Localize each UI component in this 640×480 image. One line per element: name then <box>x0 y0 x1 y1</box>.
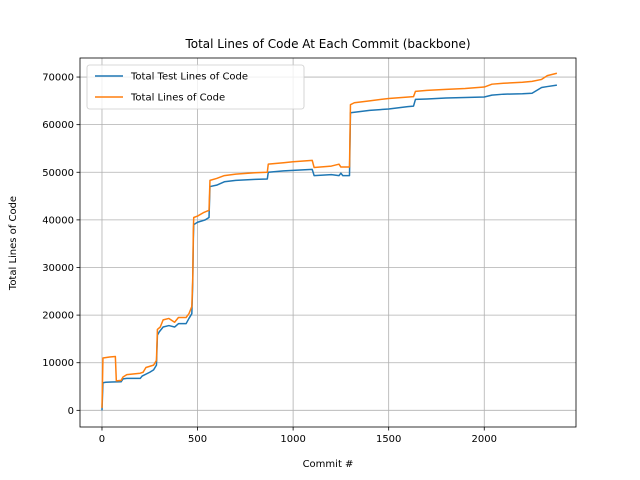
y-tick-label: 50000 <box>42 168 74 179</box>
x-tick-label: 1500 <box>376 434 401 445</box>
y-axis-label: Total Lines of Code <box>8 196 19 291</box>
y-tick-label: 70000 <box>42 73 74 84</box>
y-tick-label: 30000 <box>42 263 74 274</box>
legend-box <box>86 64 305 110</box>
series-line-1 <box>101 84 558 411</box>
legend: Total Test Lines of Code Total Lines of C… <box>86 64 305 110</box>
x-tick-label: 500 <box>188 434 207 445</box>
series-lines <box>101 72 558 411</box>
y-tick-label: 10000 <box>42 358 74 369</box>
x-tick-label: 2000 <box>472 434 497 445</box>
grid <box>80 58 576 427</box>
series-line-2 <box>101 72 558 408</box>
x-axis-label: Commit # <box>303 459 354 470</box>
plot-frame <box>79 57 577 428</box>
x-tick-label: 0 <box>99 434 105 445</box>
axis-ticks: 0 500 1000 1500 2000010000200003000040000500… <box>42 73 497 445</box>
x-tick-label: 1000 <box>280 434 305 445</box>
legend-label-1: Total Test Lines of Code <box>130 72 248 83</box>
y-tick-label: 0 <box>68 406 74 417</box>
legend-label-2: Total Lines of Code <box>130 93 225 104</box>
y-tick-label: 40000 <box>42 215 74 226</box>
y-tick-label: 60000 <box>42 120 74 131</box>
chart-title: Total Lines of Code At Each Commit (back… <box>184 37 470 51</box>
y-tick-label: 20000 <box>42 311 74 322</box>
